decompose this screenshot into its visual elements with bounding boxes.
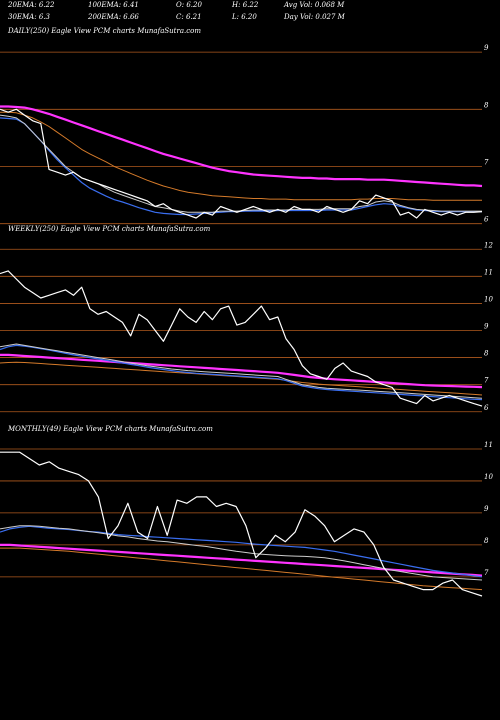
header-low: L: 6.20: [232, 13, 257, 21]
y-tick-label: 10: [484, 473, 493, 481]
monthly-panel-label: MONTHLY(49) Eagle View PCM charts Munafa…: [8, 425, 213, 433]
y-tick-label: 12: [484, 241, 493, 249]
header-day-vol: Day Vol: 0.027 M: [284, 13, 345, 21]
header-close: C: 6.21: [176, 13, 202, 21]
y-tick-label: 7: [484, 159, 489, 167]
chart-panel-2: 11 10 9 8 7: [0, 441, 493, 597]
header-high: H: 6.22: [232, 1, 259, 9]
y-tick-label: 7: [484, 377, 489, 385]
series-line-ema_fast: [0, 525, 483, 581]
weekly-panel-label: WEEKLY(250) Eagle View PCM charts Munafa…: [8, 225, 211, 233]
daily-panel-label: DAILY(250) Eagle View PCM charts MunafaS…: [8, 27, 201, 35]
chart-panel-1: 12 11 10 9 8 7 6: [0, 241, 493, 413]
series-line-ema_mid: [0, 344, 483, 401]
series-line-ema_slow: [0, 547, 483, 591]
header-20ema: 20EMA: 6.22: [8, 1, 55, 9]
series-line-price: [0, 270, 483, 407]
header-avg-vol: Avg Vol: 0.068 M: [284, 1, 345, 9]
series-line-ema_long: [0, 353, 483, 389]
y-tick-label: 7: [484, 569, 489, 577]
series-line-ema_long: [0, 105, 483, 188]
y-tick-label: 9: [484, 505, 489, 513]
chart-panel-0: 9 8 7 6: [0, 44, 489, 225]
series-line-ema_slow: [0, 361, 483, 396]
header-30ema: 30EMA: 6.3: [8, 13, 50, 21]
series-line-ema_slow: [0, 111, 482, 201]
y-tick-label: 9: [484, 323, 489, 331]
y-tick-label: 11: [484, 441, 493, 449]
y-tick-label: 8: [484, 350, 489, 358]
header-200ema: 200EMA: 6.66: [88, 13, 139, 21]
y-tick-label: 9: [484, 44, 489, 52]
header-100ema: 100EMA: 6.41: [88, 1, 139, 9]
y-tick-label: 8: [484, 537, 489, 545]
y-tick-label: 11: [484, 268, 493, 276]
series-line-ema_long: [0, 543, 483, 577]
y-tick-label: 10: [484, 295, 493, 303]
y-tick-label: 6: [484, 216, 489, 224]
series-line-ema_fast: [0, 343, 483, 399]
y-tick-label: 8: [484, 101, 489, 109]
series-line-price: [0, 451, 483, 597]
series-line-price: [0, 108, 483, 219]
header-open: O: 6.20: [176, 1, 202, 9]
y-tick-label: 6: [484, 404, 489, 412]
